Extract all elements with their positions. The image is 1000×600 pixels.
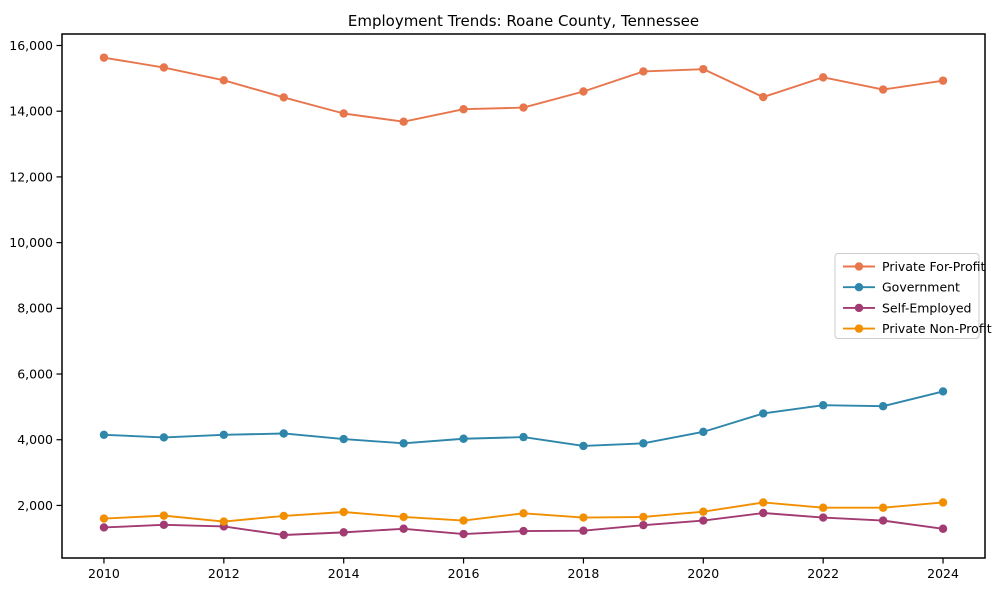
data-point-private-non-profit-2018 (579, 513, 588, 522)
data-point-private-for-profit-2017 (519, 103, 528, 112)
y-axis-tick-label: 2,000 (17, 498, 53, 513)
data-point-private-non-profit-2013 (279, 511, 288, 521)
data-point-government-2021 (759, 409, 768, 418)
chart-title: Employment Trends: Roane County, Tenness… (347, 12, 700, 30)
data-point-private-non-profit-2019 (639, 512, 648, 522)
data-point-private-for-profit-2019 (639, 67, 648, 76)
data-point-self-employed-2024 (938, 524, 948, 533)
data-point-government-2019 (639, 439, 648, 448)
data-point-private-for-profit-2013 (279, 93, 288, 102)
legend-marker-dot-self-employed (854, 303, 864, 313)
x-axis-tick-label: 2024 (927, 566, 959, 581)
data-point-self-employed-2019 (639, 520, 648, 530)
data-point-government-2017 (519, 432, 528, 442)
data-point-private-non-profit-2022 (818, 503, 828, 512)
data-point-private-non-profit-2020 (699, 507, 708, 516)
data-point-self-employed-2014 (339, 528, 348, 537)
data-point-private-non-profit-2024 (938, 498, 948, 507)
data-point-private-non-profit-2012 (219, 517, 229, 526)
data-point-private-for-profit-2022 (818, 73, 828, 82)
data-point-government-2023 (878, 402, 888, 411)
data-point-self-employed-2022 (818, 513, 828, 522)
legend-marker-dot-private-non-profit (854, 324, 864, 333)
y-axis-tick-label: 8,000 (17, 301, 53, 316)
data-point-private-for-profit-2024 (938, 76, 948, 85)
y-axis-tick-label: 16,000 (9, 38, 53, 53)
data-point-self-employed-2013 (279, 530, 288, 540)
y-axis-tick-label: 10,000 (9, 235, 53, 250)
legend-marker-dot-private-for-profit (854, 262, 864, 271)
data-point-self-employed-2015 (399, 524, 408, 533)
y-axis-tick-label: 6,000 (17, 366, 53, 381)
data-point-private-for-profit-2011 (159, 63, 169, 72)
y-axis-tick-label: 4,000 (17, 432, 53, 447)
data-point-private-for-profit-2018 (579, 87, 588, 96)
y-axis-tick-label: 14,000 (9, 104, 53, 119)
data-point-self-employed-2017 (519, 526, 528, 536)
series-line-private-for-profit (103, 56, 944, 123)
data-point-private-non-profit-2014 (339, 507, 348, 517)
plot-border (61, 33, 986, 559)
data-point-self-employed-2010 (99, 523, 109, 532)
data-point-government-2014 (339, 434, 348, 444)
data-point-private-for-profit-2012 (219, 76, 229, 85)
legend-label-government: Government (882, 280, 960, 295)
data-point-self-employed-2016 (459, 529, 468, 539)
data-point-government-2010 (99, 430, 109, 440)
data-point-government-2024 (938, 387, 948, 396)
data-point-private-non-profit-2021 (759, 498, 768, 507)
x-axis-tick-label: 2020 (687, 566, 719, 581)
data-point-private-non-profit-2016 (459, 516, 468, 525)
data-point-private-for-profit-2016 (459, 105, 468, 114)
data-point-private-for-profit-2023 (878, 85, 888, 94)
x-axis-tick-label: 2016 (448, 566, 480, 581)
data-point-private-non-profit-2010 (99, 514, 109, 523)
data-point-private-non-profit-2015 (399, 512, 408, 522)
data-point-private-for-profit-2021 (759, 92, 768, 102)
data-point-government-2015 (399, 439, 408, 448)
x-axis-tick-label: 2022 (807, 566, 839, 581)
legend-marker-dot-government (854, 283, 864, 292)
legend-label-self-employed: Self-Employed (882, 300, 971, 315)
data-point-self-employed-2011 (159, 520, 169, 530)
data-point-private-for-profit-2014 (339, 109, 348, 118)
data-point-government-2013 (279, 429, 288, 438)
x-axis-tick-label: 2010 (88, 566, 120, 581)
data-point-private-for-profit-2015 (399, 117, 408, 126)
data-point-government-2022 (818, 401, 828, 410)
data-point-private-non-profit-2023 (878, 503, 888, 512)
legend-label-private-for-profit: Private For-Profit (882, 259, 985, 274)
data-point-self-employed-2023 (878, 516, 888, 525)
data-point-private-for-profit-2010 (99, 53, 109, 62)
data-point-government-2016 (459, 434, 468, 443)
data-point-government-2020 (699, 427, 708, 437)
x-axis-tick-label: 2018 (568, 566, 600, 581)
data-point-private-non-profit-2017 (519, 509, 528, 518)
y-axis-tick-label: 12,000 (9, 169, 53, 184)
legend-label-private-non-profit: Private Non-Profit (882, 321, 992, 336)
data-point-private-for-profit-2020 (699, 64, 708, 74)
x-axis-tick-label: 2012 (208, 566, 240, 581)
data-point-self-employed-2021 (759, 508, 768, 518)
data-point-government-2011 (159, 433, 169, 442)
data-point-government-2018 (579, 441, 588, 451)
data-point-self-employed-2018 (579, 526, 588, 535)
legend-box (834, 253, 980, 339)
data-point-government-2012 (219, 430, 229, 440)
x-axis-tick-label: 2014 (328, 566, 360, 581)
data-point-private-non-profit-2011 (159, 511, 169, 520)
data-point-self-employed-2020 (699, 516, 708, 525)
legend: Private For-Profit Government Self-Employe… (834, 253, 992, 339)
